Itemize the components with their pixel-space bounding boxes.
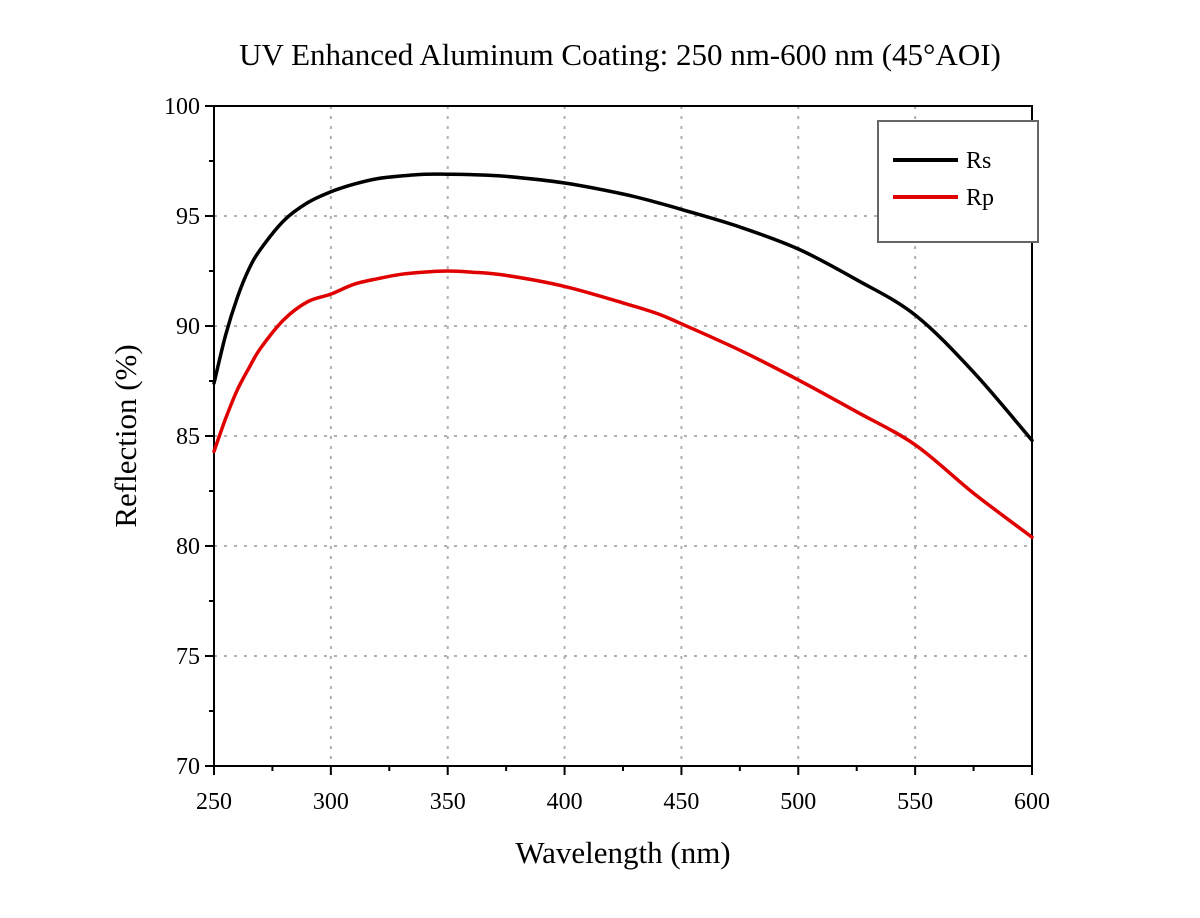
chart-title: UV Enhanced Aluminum Coating: 250 nm-600…: [239, 37, 1001, 72]
y-tick-label: 80: [176, 534, 200, 560]
y-tick-label: 95: [176, 204, 200, 230]
y-tick-label: 75: [176, 644, 200, 670]
axis-ticks: 250 300 350 400 450 500 550 600 70 75 80 85 90 95 100: [164, 94, 1050, 815]
legend-label-rp: Rp: [966, 185, 994, 211]
y-tick-label: 85: [176, 424, 200, 450]
y-tick-label: 100: [164, 94, 200, 120]
x-tick-label: 600: [1014, 789, 1050, 815]
x-axis-label: Wavelength (nm): [515, 835, 730, 870]
y-axis-label: Reflection (%): [108, 344, 143, 527]
x-tick-label: 300: [313, 789, 349, 815]
legend: Rs Rp: [877, 120, 1039, 243]
series-line-rs: [212, 172, 1034, 443]
legend-frame: [877, 120, 1039, 243]
x-tick-label: 500: [780, 789, 816, 815]
y-tick-label: 70: [176, 754, 200, 780]
series-line-rp: [212, 269, 1034, 539]
y-tick-label: 90: [176, 314, 200, 340]
x-tick-label: 550: [897, 789, 933, 815]
series-lines: [212, 172, 1034, 539]
legend-label-rs: Rs: [966, 148, 991, 174]
x-tick-label: 250: [196, 789, 232, 815]
x-tick-label: 450: [663, 789, 699, 815]
x-tick-label: 350: [430, 789, 466, 815]
x-tick-label: 400: [547, 789, 583, 815]
